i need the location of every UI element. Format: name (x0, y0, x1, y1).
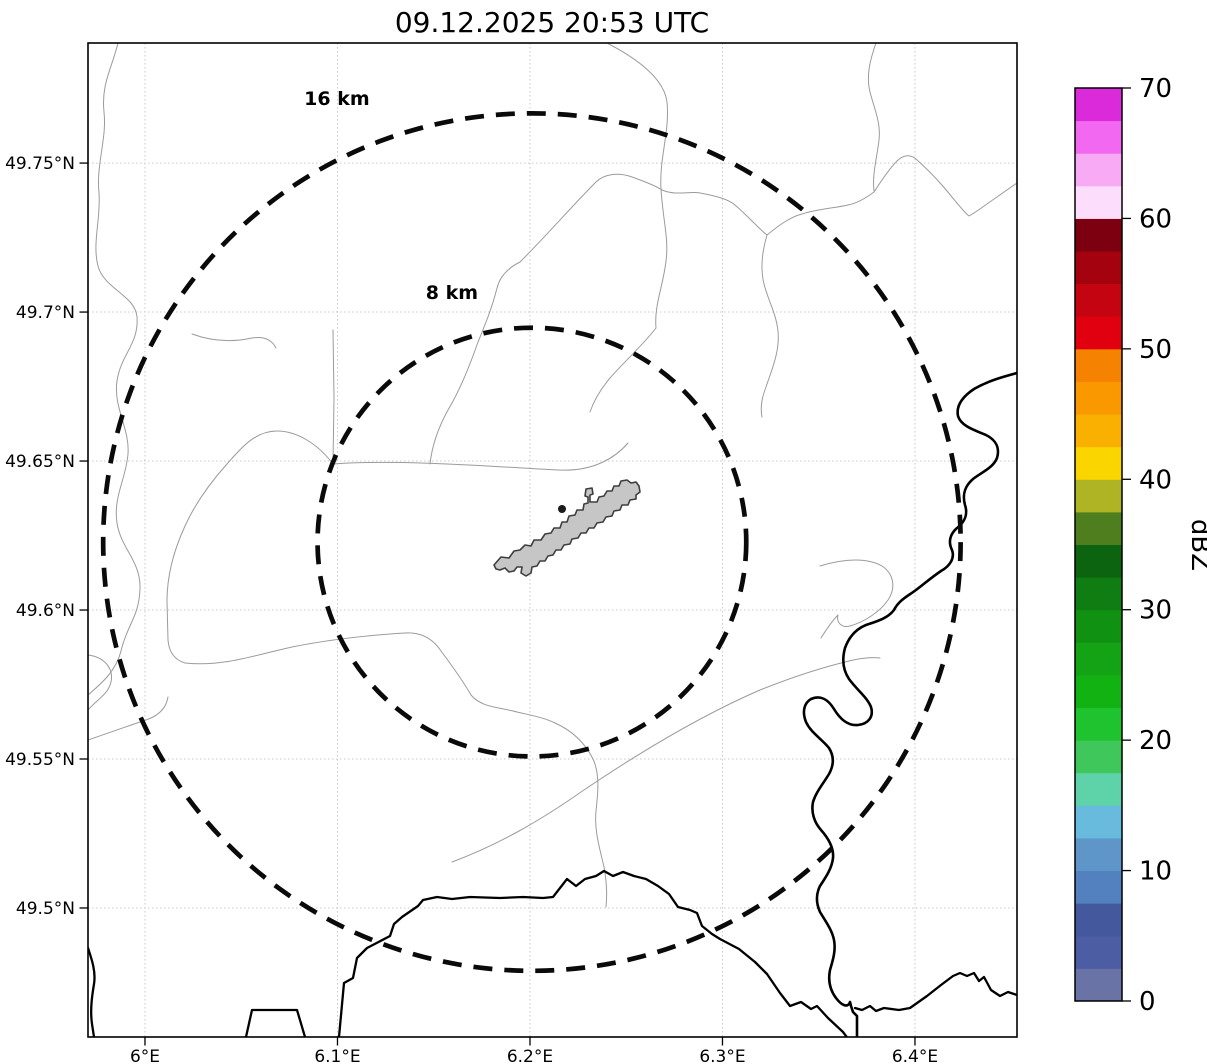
river-border (802, 371, 1017, 1037)
colorbar-segment (1075, 674, 1122, 709)
x-tick-label: 6°E (130, 1047, 160, 1064)
y-tick-label: 49.7°N (16, 303, 75, 323)
range-ring-labels: 16 km 8 km (304, 88, 478, 304)
colorbar-segment (1075, 218, 1122, 252)
y-tick-label: 49.6°N (16, 601, 75, 621)
radar-site-marker (558, 505, 566, 513)
colorbar-segment (1075, 544, 1122, 578)
colorbar-segment (1075, 903, 1122, 937)
boundary-line (760, 234, 779, 418)
boundary-line (589, 327, 657, 413)
x-tick-label: 6.1°E (314, 1047, 360, 1064)
colorbar-segment (1075, 381, 1122, 415)
colorbar-axis-label: dBZ (1185, 519, 1207, 571)
colorbar-segment (1075, 283, 1122, 317)
boundary-line (88, 654, 113, 711)
colorbar-segment (1075, 805, 1122, 839)
colorbar-segment (1075, 642, 1122, 676)
y-tick-label: 49.5°N (16, 899, 75, 919)
colorbar-segment (1075, 479, 1122, 513)
colorbar-tick-label: 60 (1139, 204, 1172, 234)
colorbar-tick-label: 50 (1139, 335, 1172, 365)
country-border-lines (88, 371, 1017, 1037)
colorbar-segment (1075, 185, 1122, 219)
colorbar-segment (1075, 609, 1122, 643)
colorbar-segment (1075, 414, 1122, 448)
colorbar-segment (1075, 153, 1122, 187)
admin-boundary-lines (88, 43, 1017, 908)
boundary-line (332, 442, 629, 471)
colorbar-segment (1075, 88, 1122, 122)
colorbar-segment (1075, 577, 1122, 611)
plot-title: 09.12.2025 20:53 UTC (395, 6, 709, 39)
colorbar-tick-label: 10 (1139, 857, 1172, 887)
y-tick-label: 49.55°N (5, 750, 75, 770)
colorbar-segment (1075, 968, 1122, 1002)
colorbar-segment (1075, 870, 1122, 904)
colorbar-segment (1075, 348, 1122, 382)
boundary-line (429, 341, 479, 465)
country-border (337, 869, 849, 1037)
colorbar-tick-label: 20 (1139, 726, 1172, 756)
y-tick-label: 49.75°N (5, 154, 75, 174)
colorbar-tick-label: 70 (1139, 74, 1172, 104)
colorbar-segment (1075, 837, 1122, 872)
x-tick-label: 6.2°E (507, 1047, 553, 1064)
boundary-line (477, 155, 1017, 343)
range-ring-8km (315, 325, 749, 759)
colorbar-segment (1075, 120, 1122, 154)
boundary-line (167, 632, 608, 908)
grid-lines (88, 43, 1017, 1037)
x-tick-label: 6.3°E (699, 1047, 745, 1064)
colorbar-tick-label: 0 (1139, 987, 1156, 1017)
country-border (853, 971, 1017, 1013)
boundary-line (332, 329, 335, 465)
colorbar-segment (1075, 935, 1122, 969)
colorbar-segment (1075, 446, 1122, 480)
colorbar-segments (1075, 88, 1122, 1002)
range-ring-label: 8 km (426, 282, 478, 304)
colorbar-ticks: 0 10 20 30 40 50 60 70 (1122, 74, 1172, 1017)
y-axis-ticks: 49.5°N 49.55°N 49.6°N 49.65°N 49.7°N 49.75°N (5, 154, 88, 919)
boundary-line (88, 696, 169, 741)
map-feature-layer (88, 43, 1017, 1037)
colorbar-segment (1075, 316, 1122, 350)
colorbar-segment (1075, 772, 1122, 806)
colorbar-segment (1075, 251, 1122, 285)
boundary-line (451, 657, 881, 863)
colorbar-segment (1075, 511, 1122, 545)
airport-outline (493, 479, 641, 577)
colorbar-tick-label: 30 (1139, 596, 1172, 626)
range-rings (100, 111, 963, 974)
range-ring-label: 16 km (304, 88, 370, 110)
colorbar-outline (1074, 87, 1123, 1002)
boundary-line (819, 559, 894, 639)
country-border (88, 946, 96, 1037)
y-tick-label: 49.65°N (5, 452, 75, 472)
colorbar-segment (1075, 740, 1122, 774)
range-ring-16km (100, 111, 963, 974)
boundary-line (88, 43, 141, 696)
x-tick-label: 6.4°E (892, 1047, 938, 1064)
boundary-line (867, 43, 880, 192)
colorbar-segment (1075, 707, 1122, 741)
x-axis-ticks: 6°E 6.1°E 6.2°E 6.3°E 6.4°E (130, 1037, 938, 1064)
axes-frame (87, 42, 1018, 1038)
boundary-line (166, 430, 334, 641)
boundary-line (191, 333, 277, 349)
country-border (244, 1008, 307, 1037)
colorbar-tick-label: 40 (1139, 465, 1172, 495)
